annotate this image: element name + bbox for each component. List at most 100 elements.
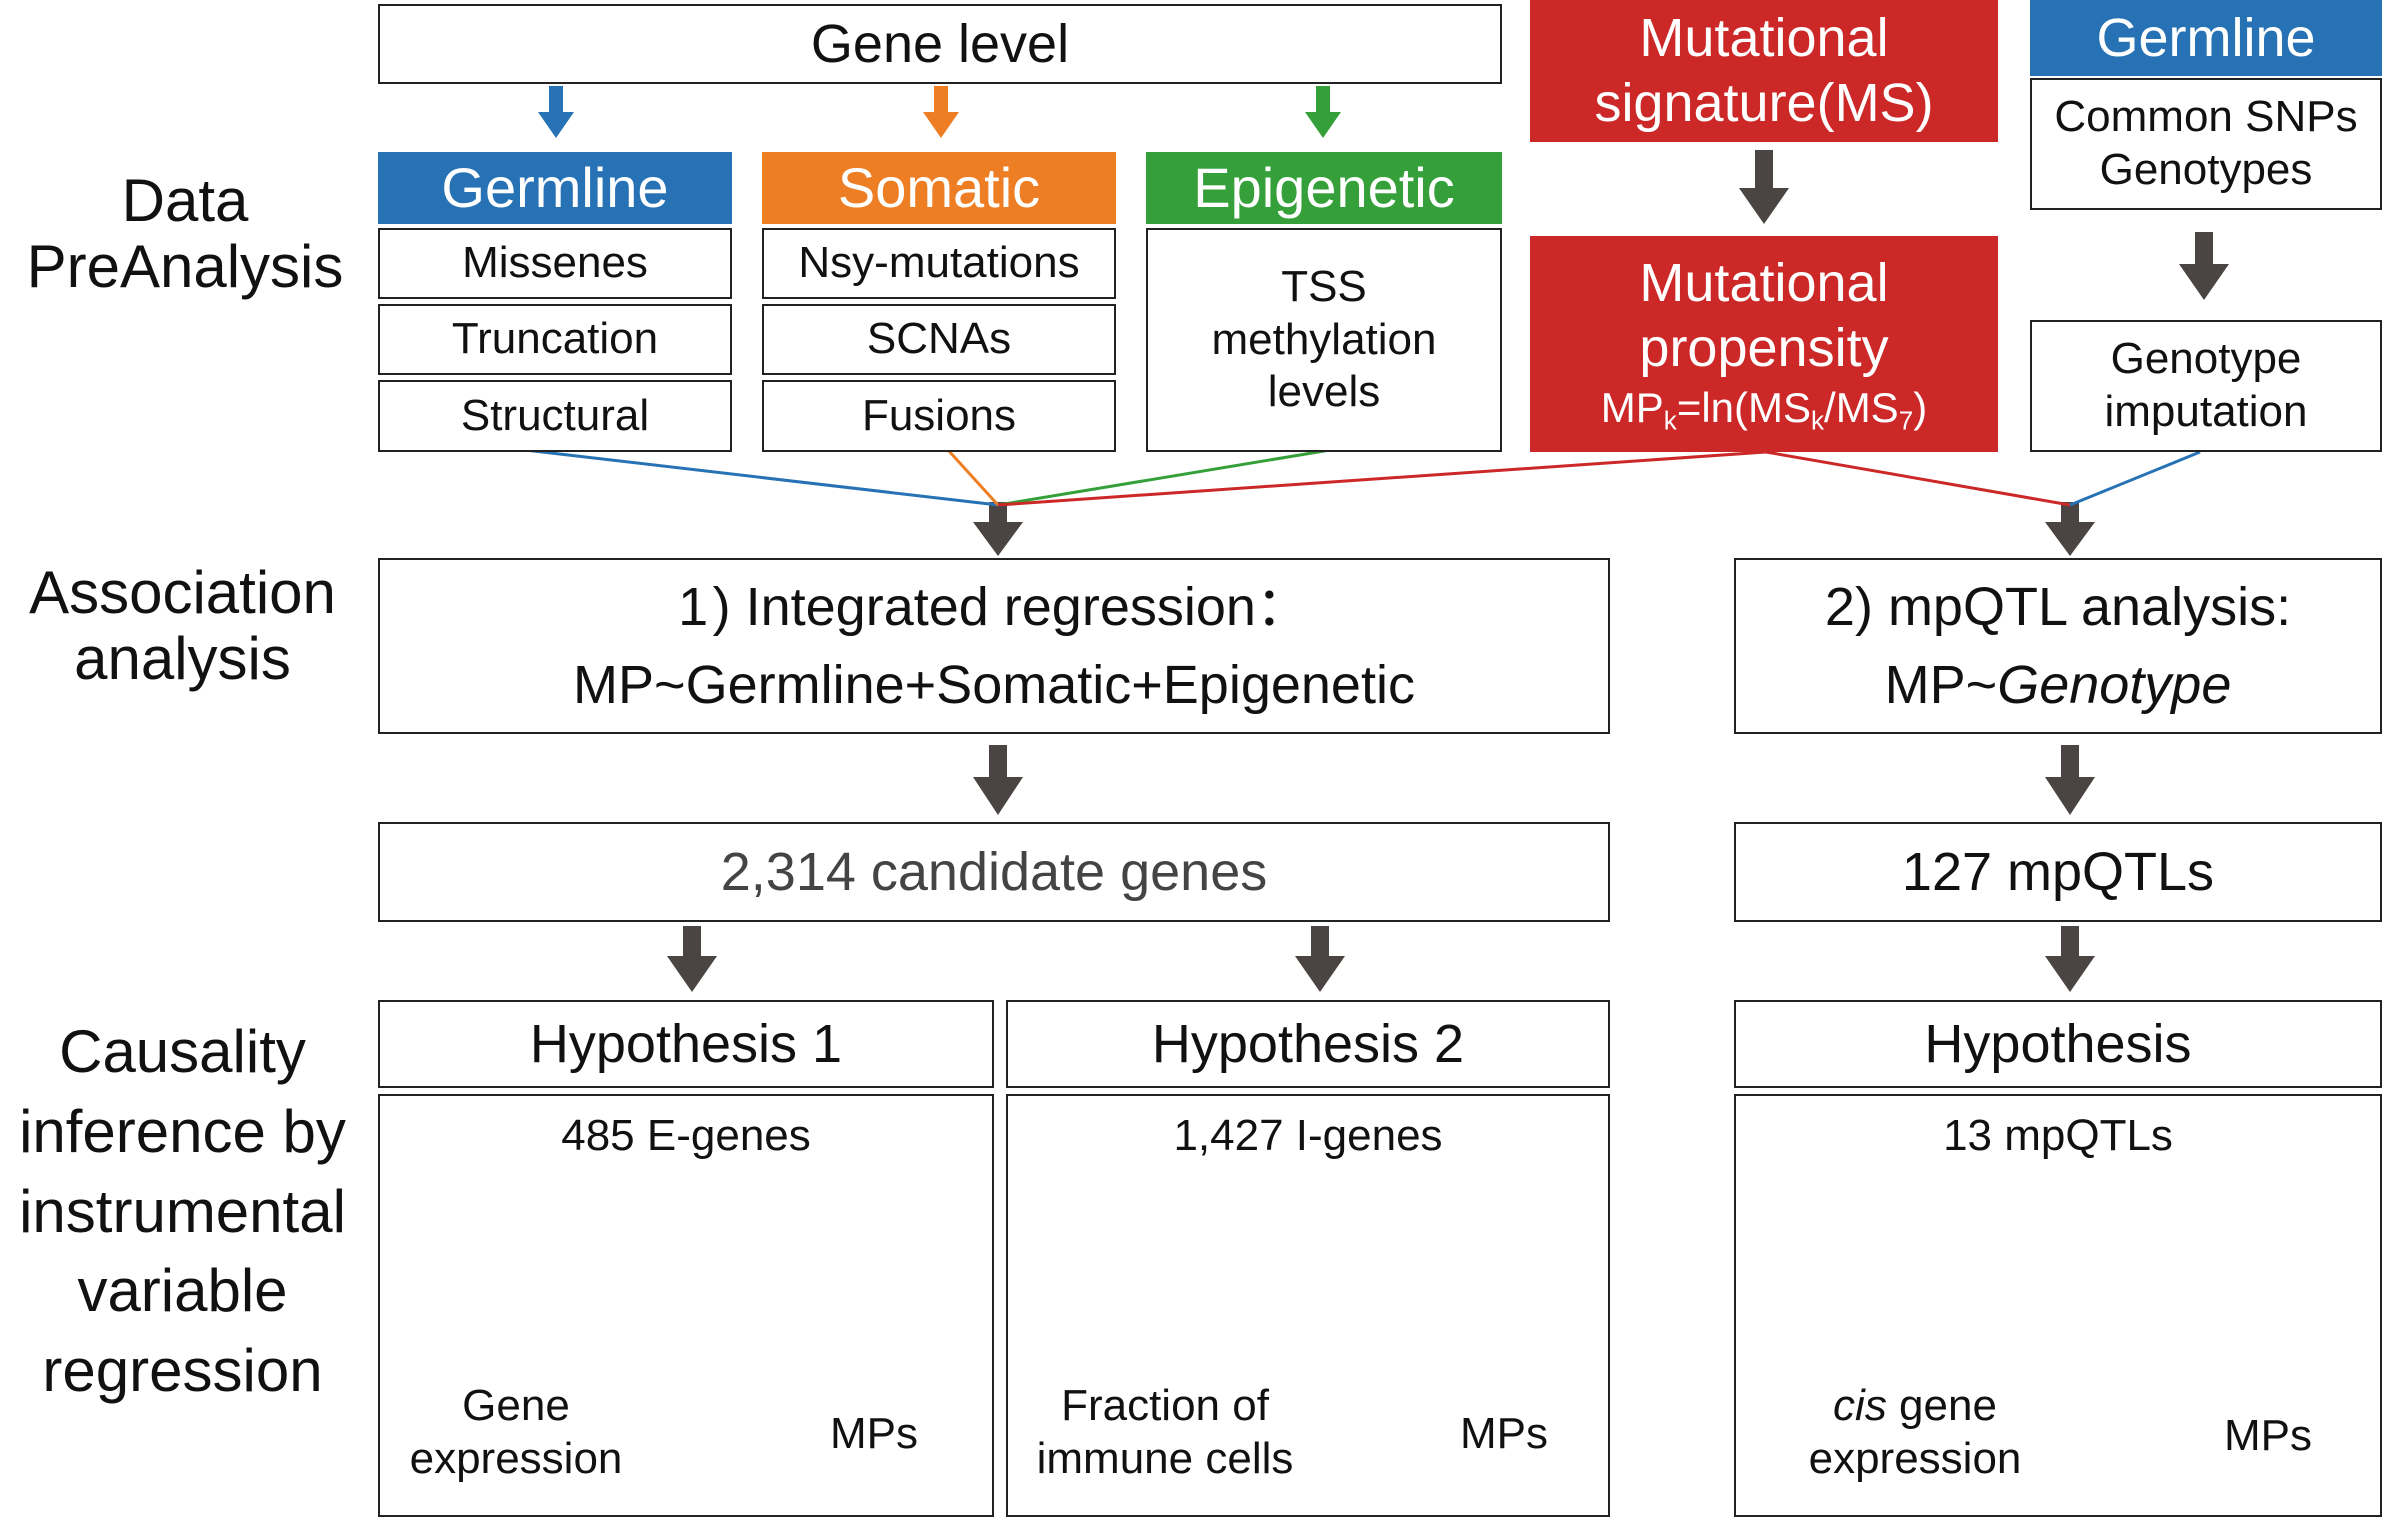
- hypothesis3-title-box: Hypothesis: [1734, 1000, 2382, 1088]
- hypothesis2-outcome-label: MPs: [1460, 1409, 1548, 1458]
- genotype-imputation-line2: imputation: [2104, 387, 2308, 436]
- mp-formula-part1: MP: [1600, 384, 1664, 432]
- mpqtls-127-box: 127 mpQTLs: [1734, 822, 2382, 922]
- hypothesis1-mediator-line1: Gene: [462, 1381, 570, 1430]
- hypothesis3-mediator-line1: cis gene: [1770, 1380, 2060, 1433]
- mp-formula: MPk=ln(MSk/MS7): [1601, 383, 1927, 437]
- label-causality-line5: regression: [42, 1337, 323, 1405]
- hypothesis2-count-label: 1,427 I-genes: [1173, 1111, 1443, 1160]
- arrow-to-integrated-regression: [973, 502, 1023, 556]
- germline-item-truncation: Truncation: [378, 304, 732, 375]
- hypothesis1-title-box: Hypothesis 1: [378, 1000, 994, 1088]
- epigenetic-line1: TSS: [1281, 261, 1367, 311]
- hypothesis3-mediator-gene: gene: [1886, 1381, 1997, 1430]
- mp-formula-part3: /MS: [1824, 384, 1899, 432]
- label-preanalysis-line2: PreAnalysis: [26, 233, 344, 300]
- label-causality-line2: inference by: [19, 1097, 346, 1165]
- gene-level-title: Gene level: [810, 13, 1070, 74]
- label-association-line1: Association: [29, 559, 336, 626]
- label-association-line2: analysis: [74, 625, 291, 692]
- arrow-to-somatic: [923, 86, 959, 138]
- line-somatic-to-regression: [946, 448, 1000, 507]
- germline-item-truncation-label: Truncation: [451, 314, 659, 364]
- epigenetic-line3: levels: [1267, 367, 1381, 417]
- mutational-signature-line2: signature(MS): [1594, 73, 1934, 133]
- germline-header-label: Germline: [441, 155, 669, 219]
- line-mp-to-mpqtl: [1765, 450, 2071, 507]
- hypothesis1-mediator-line2: expression: [409, 1433, 623, 1483]
- hypothesis1-outcome-label: MPs: [830, 1409, 918, 1458]
- hypothesis3-mediator: cis gene expression: [1770, 1380, 2060, 1486]
- hypothesis1-mediator: Gene expression: [386, 1380, 646, 1486]
- hypothesis1-diagram-box: [378, 1094, 994, 1517]
- mutational-signature-box: Mutational signature(MS): [1530, 0, 1998, 142]
- mp-formula-sub2: k: [1811, 405, 1825, 436]
- hypothesis2-title-box: Hypothesis 2: [1006, 1000, 1610, 1088]
- label-association-analysis: Association analysis: [0, 560, 365, 692]
- arrow-snps-to-imputation: [2179, 232, 2229, 300]
- germline-item-missenes: Missenes: [378, 228, 732, 299]
- arrow-to-hypothesis1: [667, 926, 717, 992]
- hypothesis3-count: 13 mpQTLs: [1734, 1110, 2382, 1163]
- germline-item-structural: Structural: [378, 380, 732, 452]
- arrow-to-mpqtl-analysis: [2045, 502, 2095, 556]
- line-imputation-to-mpqtl: [2069, 450, 2201, 507]
- germline-item-structural-label: Structural: [460, 390, 650, 440]
- label-causality-line1: Causality: [59, 1018, 306, 1085]
- hypothesis3-count-label: 13 mpQTLs: [1943, 1111, 2173, 1160]
- genotype-imputation-line1: Genotype: [2110, 334, 2302, 384]
- mp-formula-sub1: k: [1663, 405, 1677, 436]
- somatic-item-scnas: SCNAs: [762, 304, 1116, 375]
- arrow-to-epigenetic: [1305, 86, 1341, 138]
- mpqtl-formula-genotype: Genotype: [1997, 655, 2232, 715]
- hypothesis2-mediator-line1: Fraction of: [1061, 1381, 1269, 1430]
- candidate-genes-label: 2,314 candidate genes: [720, 841, 1268, 902]
- mpqtl-analysis-line2: MP~Genotype: [1885, 646, 2232, 724]
- hypothesis2-mediator-line2: immune cells: [1036, 1433, 1294, 1483]
- hypothesis3-mediator-line2: expression: [1808, 1433, 2022, 1483]
- epigenetic-header: Epigenetic: [1146, 152, 1502, 224]
- hypothesis3-diagram-box: [1734, 1094, 2382, 1517]
- integrated-regression-box: 1 ) Integrated regression： MP~Germline+S…: [378, 558, 1610, 734]
- common-snps-box: Common SNPs Genotypes: [2030, 78, 2382, 210]
- label-causality-line4: variable: [77, 1257, 288, 1325]
- arrow-ms-to-mp: [1739, 150, 1789, 224]
- integrated-regression-line2: MP~Germline+Somatic+Epigenetic: [573, 655, 1415, 715]
- mpqtl-analysis-box: 2) mpQTL analysis: MP~Genotype: [1734, 558, 2382, 734]
- hypothesis2-mediator: Fraction of immune cells: [1010, 1380, 1320, 1486]
- mpqtl-analysis-line1: 2) mpQTL analysis:: [1824, 576, 2292, 637]
- somatic-item-nsy-mutations-label: Nsy-mutations: [798, 238, 1080, 288]
- gene-level-box: Gene level: [378, 4, 1502, 84]
- mutational-propensity-line1: Mutational: [1639, 253, 1889, 314]
- label-causality-line3: instrumental: [19, 1177, 346, 1245]
- epigenetic-header-label: Epigenetic: [1193, 155, 1455, 219]
- mp-formula-part2: =ln(MS: [1676, 384, 1812, 432]
- hypothesis3-outcome: MPs: [2224, 1410, 2344, 1463]
- line-epigenetic-to-regression: [997, 448, 1331, 507]
- hypothesis2-outcome: MPs: [1460, 1408, 1580, 1461]
- germline-item-missenes-label: Missenes: [462, 238, 648, 288]
- line-germline-to-regression: [524, 448, 999, 507]
- mutational-propensity-box: Mutational propensity MPk=ln(MSk/MS7): [1530, 236, 1998, 452]
- label-preanalysis-line1: Data: [121, 167, 249, 234]
- line-mp-to-regression: [997, 450, 1767, 507]
- hypothesis1-outcome: MPs: [830, 1408, 950, 1461]
- hypothesis3-title: Hypothesis: [1924, 1013, 2192, 1074]
- arrow-to-hypothesis2: [1295, 926, 1345, 992]
- mpqtls-127-label: 127 mpQTLs: [1901, 841, 2215, 902]
- mpqtl-formula-prefix: MP~: [1884, 655, 1998, 715]
- germline-header: Germline: [378, 152, 732, 224]
- hypothesis1-count: 485 E-genes: [378, 1110, 994, 1163]
- hypothesis2-count: 1,427 I-genes: [1006, 1110, 1610, 1163]
- hypothesis3-outcome-label: MPs: [2224, 1411, 2312, 1460]
- label-causality-inference: Causality inference by instrumental vari…: [0, 1012, 365, 1411]
- somatic-header-label: Somatic: [837, 155, 1041, 219]
- epigenetic-line2: methylation: [1211, 314, 1437, 364]
- hypothesis1-title: Hypothesis 1: [529, 1013, 843, 1074]
- somatic-item-scnas-label: SCNAs: [866, 314, 1012, 364]
- arrow-to-germline: [538, 86, 574, 138]
- hypothesis2-title: Hypothesis 2: [1151, 1013, 1465, 1074]
- somatic-item-nsy-mutations: Nsy-mutations: [762, 228, 1116, 299]
- label-data-preanalysis: Data PreAnalysis: [0, 168, 370, 300]
- hypothesis2-diagram-box: [1006, 1094, 1610, 1517]
